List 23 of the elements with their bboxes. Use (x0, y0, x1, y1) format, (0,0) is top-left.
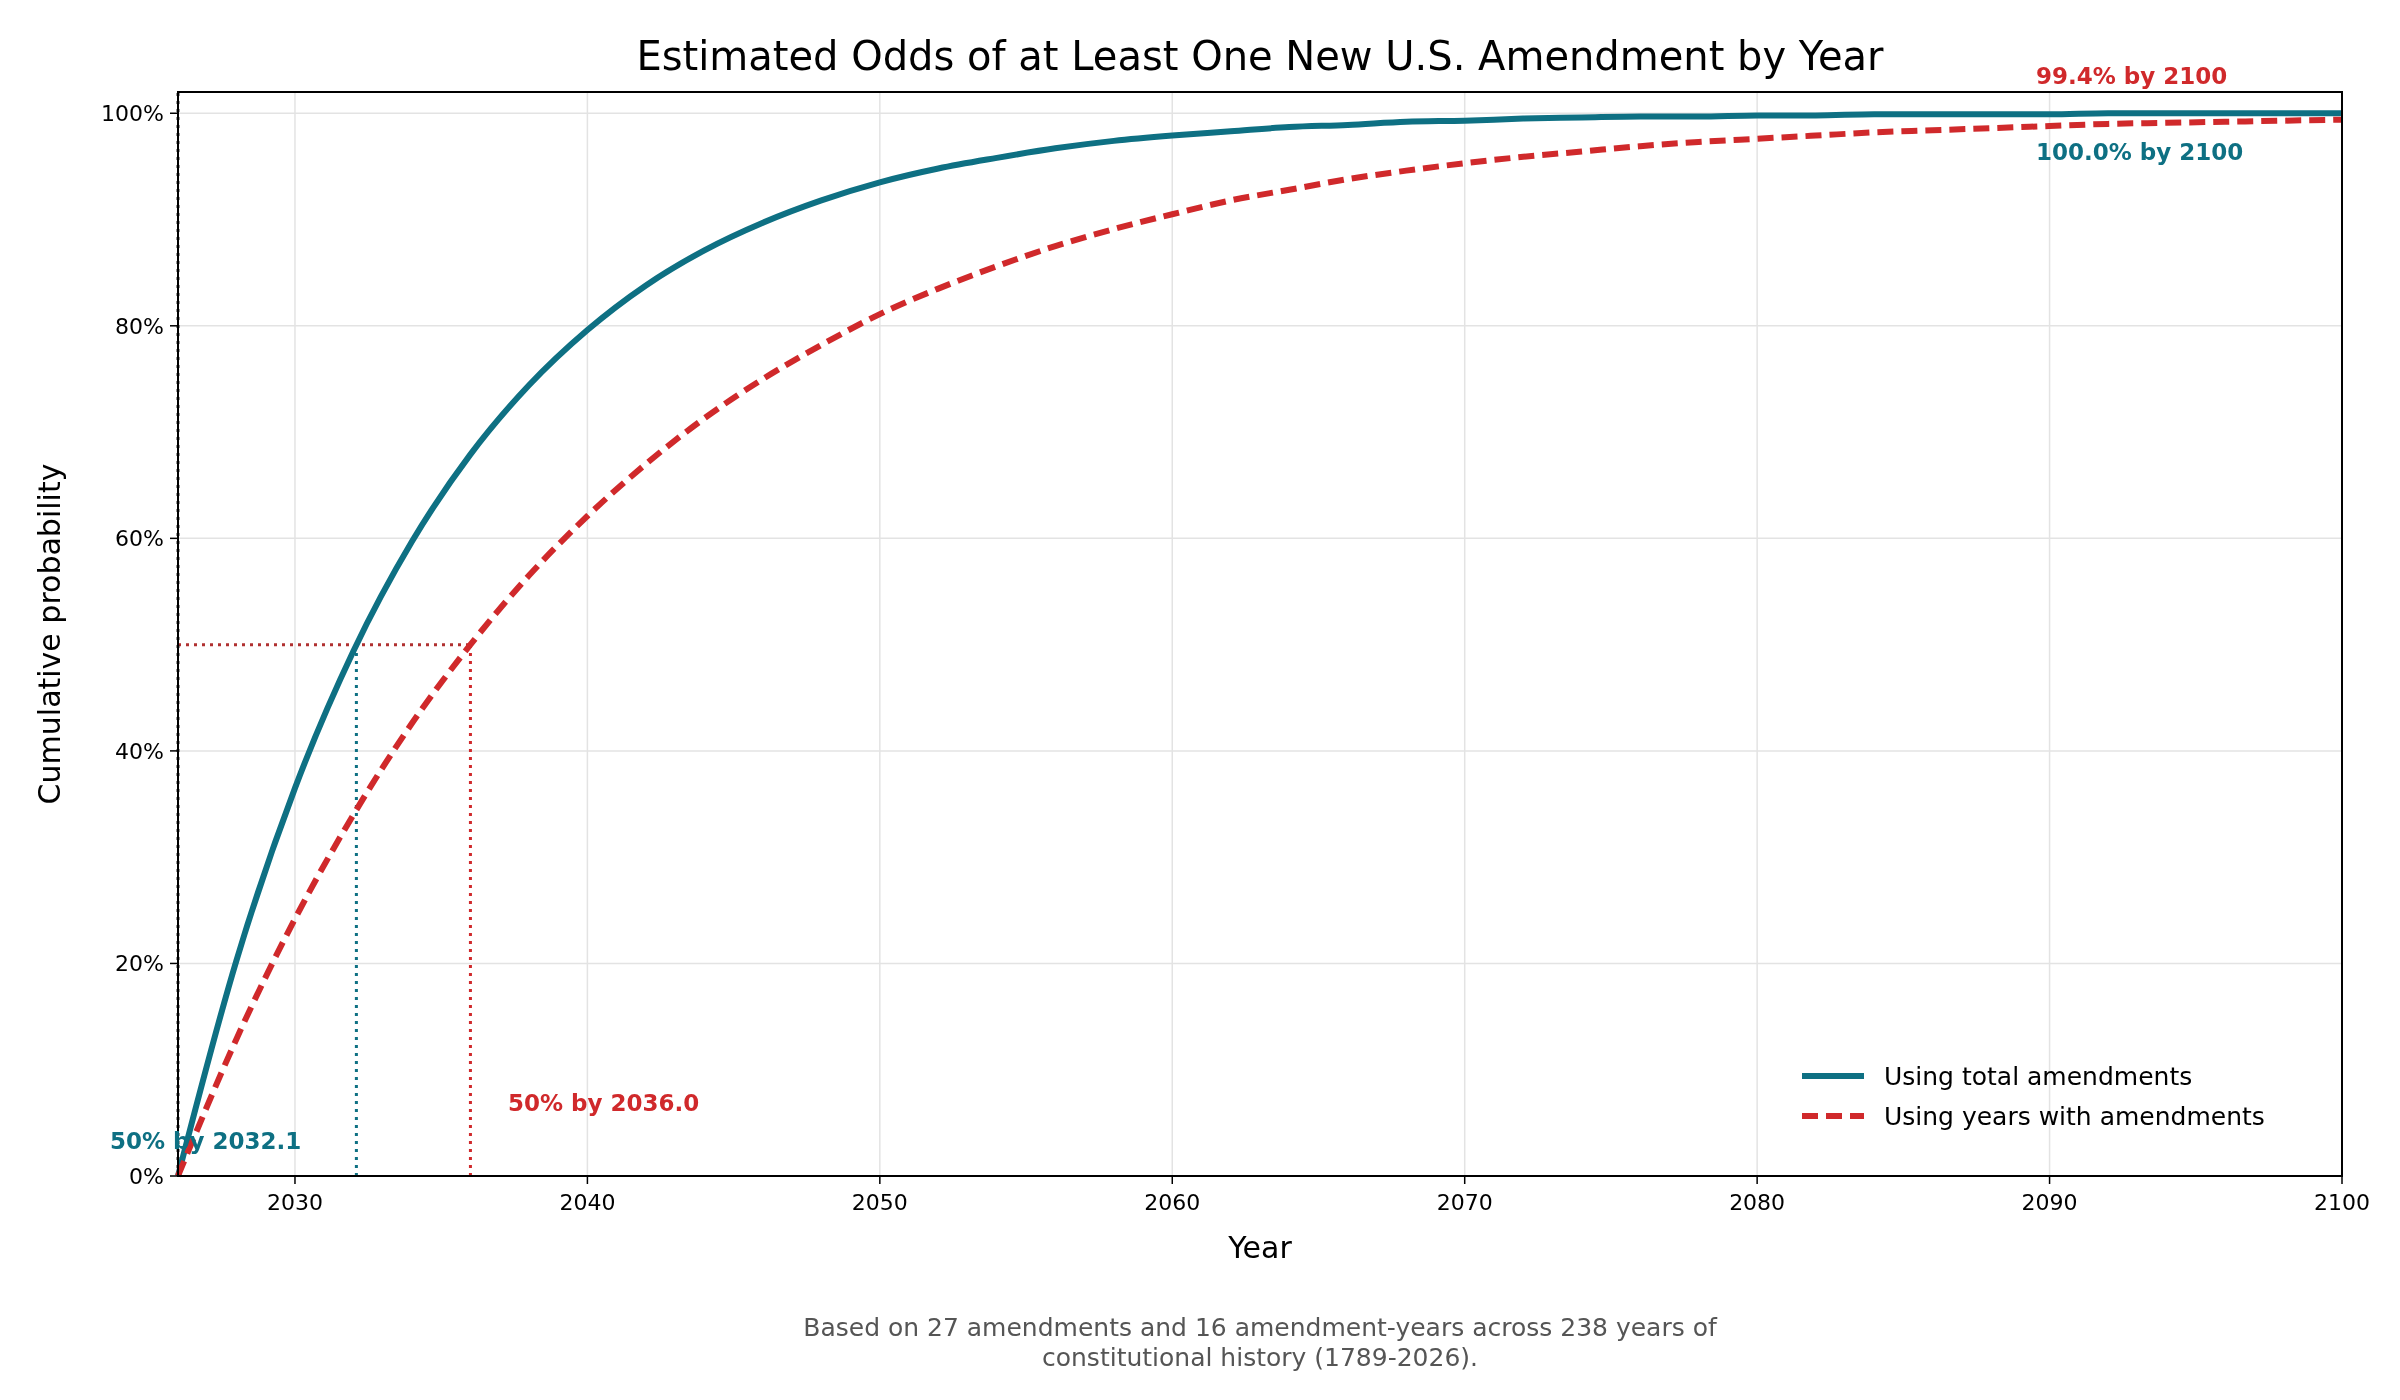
y-tick-label: 40% (115, 738, 164, 764)
y-tick-label: 20% (115, 951, 164, 977)
y-tick-label: 60% (115, 526, 164, 552)
x-tick-label: 2100 (2314, 1190, 2370, 1215)
y-axis-title: Cumulative probability (32, 463, 67, 805)
x-tick-label: 2050 (851, 1190, 908, 1215)
y-tick-label: 80% (115, 313, 164, 339)
annotation: 50% by 2036.0 (508, 1090, 700, 1116)
x-tick-label: 2070 (1436, 1190, 1493, 1215)
y-tick-label: 100% (101, 101, 164, 127)
x-tick-label: 2030 (266, 1190, 323, 1215)
text: Based on 27 amendments and 16 amendment-years across 238 years of constitutional history (1789-2026). (803, 1313, 1718, 1372)
x-tick-label: 2060 (1144, 1190, 1201, 1215)
x-tick-label: 2080 (1729, 1190, 1786, 1215)
legend-label: Using years with amendments (1884, 1102, 2265, 1131)
x-tick-label: 2090 (2021, 1190, 2078, 1215)
x-axis-title: Year (1227, 1230, 1293, 1265)
y-tick-label: 0% (129, 1164, 164, 1189)
chart-title: Estimated Odds of at Least One New U.S. Amendment by Year (636, 33, 1885, 79)
annotation: 100.0% by 2100 (2036, 139, 2244, 165)
text: 99.4% by 2100 (2036, 63, 2228, 89)
x-tick-label: 2040 (559, 1190, 616, 1215)
legend-label: Using total amendments (1884, 1062, 2193, 1091)
